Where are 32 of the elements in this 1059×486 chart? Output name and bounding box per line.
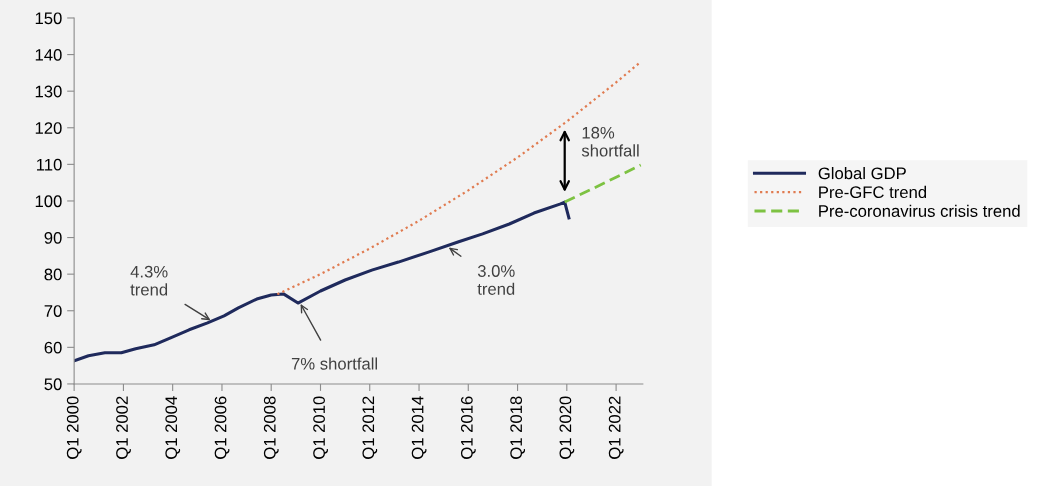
x-tick-label: Q1 2012 [362,396,378,459]
annotation: 7% shortfall [291,357,378,370]
annotation: 3.0% trend [477,265,515,295]
legend-label: Pre-GFC trend [819,185,927,199]
x-tick-label: Q1 2008 [263,396,279,459]
line-series [563,163,643,204]
y-tick-label: 150 [35,12,62,25]
y-tick-label: 100 [35,195,62,208]
y-tick-label: 120 [35,122,62,134]
y-tick-label: 140 [35,48,62,61]
x-tick-label: Q1 2014 [411,396,427,459]
y-tick-label: 50 [44,378,62,391]
y-tick-label: 80 [44,268,62,281]
y-tick-label: 90 [44,231,62,244]
x-tick-label: Q1 2006 [214,396,230,459]
line-series [276,60,642,296]
x-tick-label: Q1 2002 [116,396,131,459]
annotation: 18% shortfall [581,126,639,157]
x-tick-label: Q1 2004 [165,396,181,459]
x-tick-label: Q1 2020 [559,396,575,459]
x-tick-label: Q1 2018 [510,396,526,459]
x-tick-label: Q1 2000 [66,396,82,459]
x-tick-label: Q1 2010 [313,396,328,459]
y-tick-label: 110 [37,158,62,171]
y-tick-label: 130 [35,85,62,98]
legend-label: Global GDP [818,167,906,180]
x-tick-label: Q1 2016 [460,396,476,459]
x-tick-label: Q1 2022 [608,396,624,459]
annotation: 4.3% trend [130,265,168,296]
legend-label: Pre-coronavirus crisis trend [819,204,1020,217]
y-tick-label: 70 [44,305,62,317]
y-tick-label: 60 [44,341,62,354]
